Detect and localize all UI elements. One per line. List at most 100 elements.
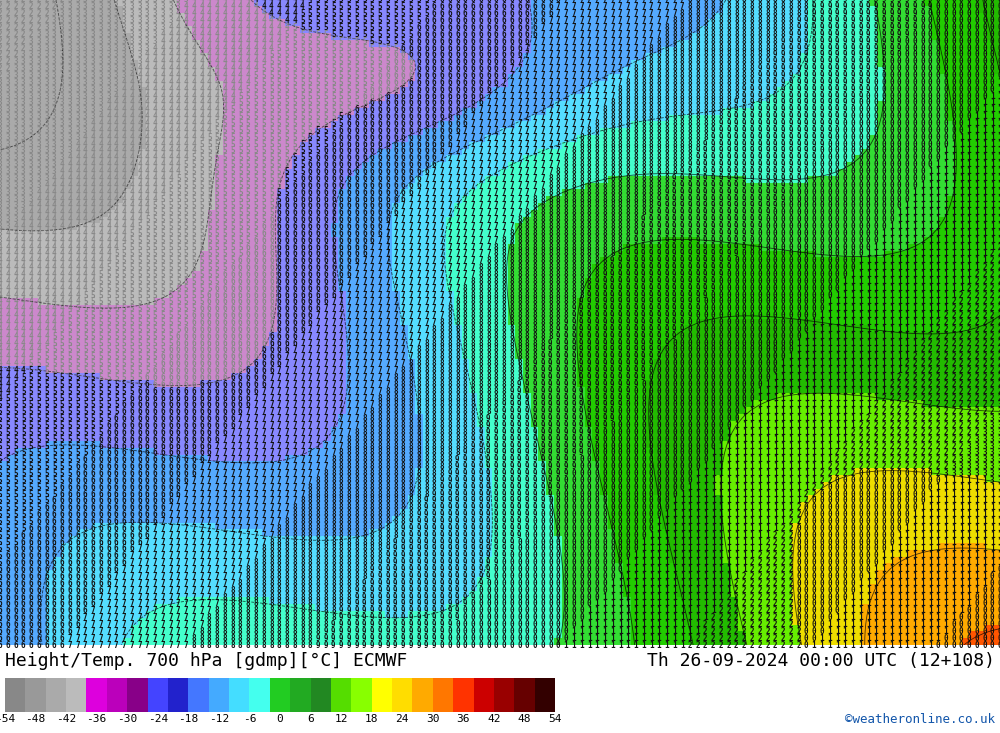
Text: 9: 9 (440, 551, 444, 560)
Text: 0: 0 (796, 551, 801, 560)
Text: 6: 6 (83, 524, 88, 533)
Text: 9: 9 (781, 119, 785, 128)
Text: 8: 8 (649, 202, 653, 210)
Text: 1: 1 (998, 496, 1000, 506)
Text: 5: 5 (137, 249, 142, 259)
Text: 9: 9 (478, 449, 483, 457)
Text: 7: 7 (385, 311, 390, 320)
Text: 6: 6 (199, 408, 204, 416)
Text: 6: 6 (91, 469, 95, 478)
Text: 9: 9 (734, 161, 739, 169)
Text: 7: 7 (316, 380, 320, 388)
Text: 9: 9 (742, 243, 746, 251)
Text: 6: 6 (370, 194, 374, 204)
Text: 6: 6 (52, 613, 57, 622)
Text: 4: 4 (13, 222, 18, 231)
Text: 6: 6 (184, 366, 188, 375)
Text: 0: 0 (672, 386, 677, 396)
Text: 5: 5 (83, 345, 88, 355)
Text: 7: 7 (478, 126, 483, 135)
Text: 1: 1 (982, 133, 987, 141)
Text: 0: 0 (998, 71, 1000, 80)
Text: 5: 5 (160, 202, 165, 210)
Text: 6: 6 (316, 153, 320, 162)
Text: 7: 7 (463, 147, 467, 155)
Text: 5: 5 (29, 366, 33, 375)
Text: 7: 7 (323, 394, 328, 402)
Text: 6: 6 (347, 236, 351, 245)
Text: 5: 5 (292, 139, 297, 149)
Text: 1: 1 (850, 613, 855, 622)
Text: 2: 2 (850, 455, 855, 464)
Text: 6: 6 (83, 551, 88, 560)
Text: 8: 8 (354, 531, 359, 539)
Text: 4: 4 (246, 30, 250, 39)
Text: 8: 8 (347, 510, 351, 519)
Text: 8: 8 (571, 215, 576, 224)
Text: 8: 8 (447, 345, 452, 355)
Text: 0: 0 (812, 202, 816, 210)
Text: 4: 4 (129, 147, 134, 155)
Text: 4: 4 (83, 236, 88, 245)
Text: 7: 7 (478, 174, 483, 183)
Text: 4: 4 (207, 43, 212, 53)
Text: 2: 2 (974, 421, 979, 430)
Text: 8: 8 (680, 71, 684, 80)
Text: 2: 2 (998, 353, 1000, 361)
Text: 9: 9 (781, 126, 785, 135)
Text: 5: 5 (137, 270, 142, 279)
Text: 4: 4 (83, 222, 88, 231)
Text: 3: 3 (60, 43, 64, 53)
Text: 6: 6 (277, 284, 281, 292)
Text: 7: 7 (571, 126, 576, 135)
Text: 6: 6 (176, 455, 181, 464)
Text: 0: 0 (827, 181, 832, 190)
Text: 0: 0 (982, 37, 987, 45)
Text: 3: 3 (36, 51, 41, 59)
Text: 8: 8 (579, 181, 584, 190)
Text: 4: 4 (29, 229, 33, 237)
Text: 3: 3 (990, 476, 995, 485)
Text: 7: 7 (215, 496, 219, 506)
Text: 8: 8 (478, 414, 483, 423)
Text: 7: 7 (238, 421, 243, 430)
Text: 7: 7 (67, 633, 72, 643)
Text: 2: 2 (943, 332, 948, 341)
Text: 0: 0 (757, 257, 762, 265)
Text: 1: 1 (750, 537, 754, 547)
Text: 9: 9 (362, 586, 367, 594)
Text: 6: 6 (416, 167, 421, 176)
Text: 5: 5 (323, 57, 328, 66)
Text: 8: 8 (595, 229, 599, 237)
Text: 5: 5 (331, 51, 336, 59)
Text: 8: 8 (486, 394, 491, 402)
Text: 0: 0 (835, 510, 840, 519)
Text: 9: 9 (494, 449, 498, 457)
Text: 7: 7 (292, 353, 297, 361)
Text: 7: 7 (246, 510, 250, 519)
Text: 5: 5 (215, 202, 219, 210)
Text: 6: 6 (409, 98, 413, 108)
Text: 0: 0 (579, 613, 584, 622)
Text: 9: 9 (424, 620, 429, 629)
Text: 7: 7 (548, 161, 553, 169)
Text: 3: 3 (160, 10, 165, 18)
Text: 4: 4 (153, 174, 157, 183)
Text: 5: 5 (409, 23, 413, 32)
Text: 5: 5 (67, 435, 72, 443)
Text: 0: 0 (711, 366, 715, 375)
Text: 1: 1 (967, 586, 971, 594)
Text: 0: 0 (695, 311, 700, 320)
Text: 1: 1 (928, 537, 933, 547)
Text: 4: 4 (75, 153, 80, 162)
Text: 6: 6 (29, 524, 33, 533)
Text: 7: 7 (409, 304, 413, 313)
Text: 0: 0 (649, 504, 653, 512)
Text: 6: 6 (75, 537, 80, 547)
Text: 6: 6 (75, 545, 80, 553)
Text: 9: 9 (502, 490, 506, 498)
Text: 0: 0 (618, 483, 622, 492)
Text: 9: 9 (734, 174, 739, 183)
Text: 8: 8 (354, 449, 359, 457)
Text: 9: 9 (796, 78, 801, 86)
